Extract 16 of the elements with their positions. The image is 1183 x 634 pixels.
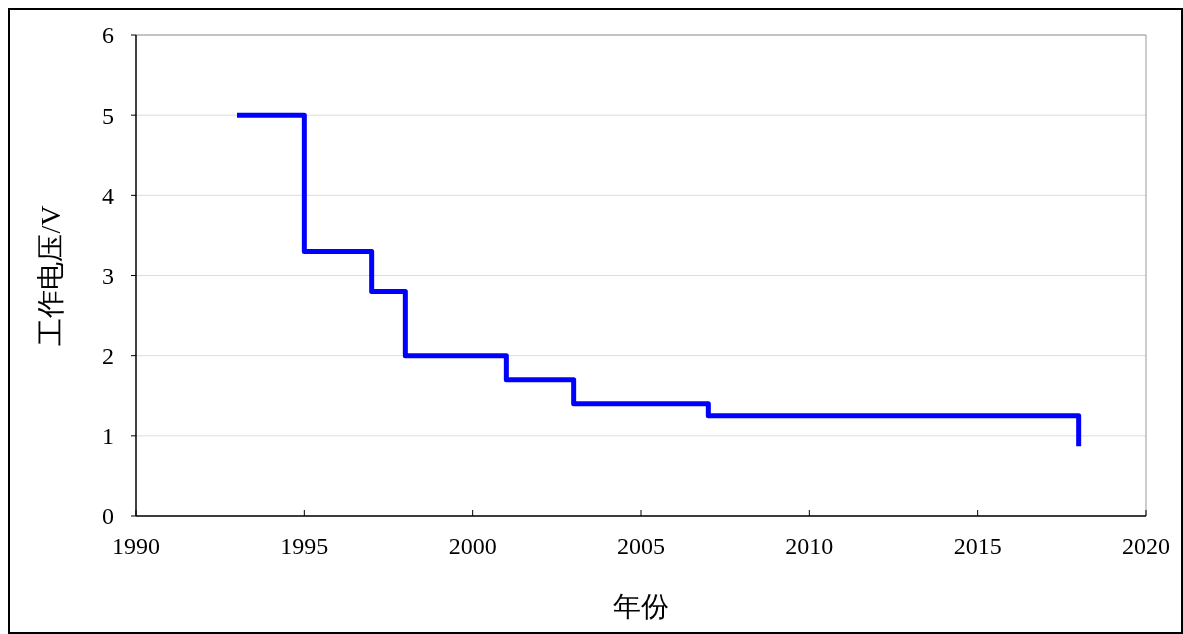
x-tick-label: 1995 (280, 533, 329, 559)
y-tick-label: 0 (102, 503, 114, 530)
y-axis-title: 工作电压/V (35, 205, 66, 346)
y-tick-label: 5 (102, 102, 114, 129)
x-tick-label: 2020 (1122, 533, 1170, 559)
x-tick-label: 2000 (448, 533, 497, 559)
x-tick-label: 2005 (617, 533, 665, 559)
x-tick-label: 2010 (785, 533, 834, 559)
y-tick-label: 1 (102, 423, 114, 450)
y-tick-label: 6 (102, 22, 114, 49)
x-tick-label: 1990 (112, 533, 160, 559)
y-tick-label: 2 (102, 343, 114, 370)
y-tick-label: 4 (102, 182, 114, 209)
y-tick-label: 3 (102, 262, 114, 289)
x-axis-title: 年份 (613, 591, 669, 622)
x-tick-label: 2015 (953, 533, 1002, 559)
